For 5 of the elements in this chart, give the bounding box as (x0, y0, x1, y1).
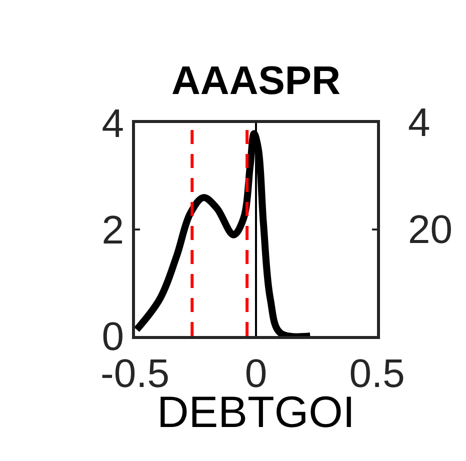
chart-title: AAASPR (172, 59, 341, 103)
y-tick-label: 2 (102, 208, 124, 252)
y-tick-label: 4 (102, 102, 124, 146)
text: 4 (408, 101, 430, 145)
text: 20 (408, 208, 452, 252)
